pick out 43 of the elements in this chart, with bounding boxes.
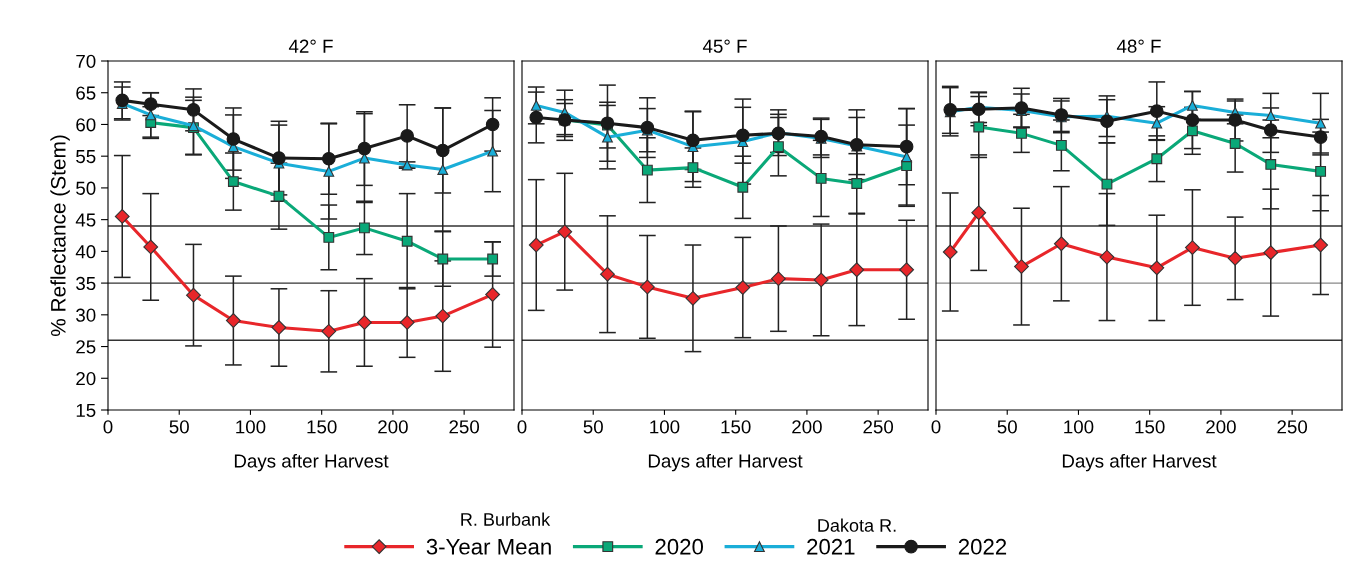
x-tick-label: 100: [236, 420, 266, 434]
x-tick-label: 100: [650, 420, 680, 434]
y-tick-label: 65: [76, 86, 96, 100]
x-tick-label: 50: [169, 420, 189, 434]
x-tick-label: 200: [792, 420, 822, 434]
chart-title: 42° F: [288, 39, 333, 53]
legend-label: 2022: [958, 538, 1007, 555]
x-tick-label: 50: [583, 420, 603, 434]
x-tick-label: 250: [1277, 420, 1308, 434]
x-tick-label: 0: [931, 420, 941, 434]
y-tick-label: 15: [76, 403, 96, 417]
y-tick-label: 30: [76, 308, 96, 322]
y-tick-label: 70: [76, 54, 96, 68]
x-tick-label: 0: [517, 420, 527, 434]
x-tick-label: 50: [997, 420, 1017, 434]
x-tick-label: 150: [1135, 420, 1165, 434]
y-axis-title: % Reflectance (Stem): [50, 135, 70, 337]
y-tick-label: 60: [76, 118, 96, 132]
y-tick-label: 25: [76, 340, 96, 354]
y-tick-label: 45: [75, 213, 96, 227]
x-tick-label: 150: [721, 420, 751, 434]
x-tick-label: 200: [1206, 420, 1236, 434]
y-tick-label: 55: [76, 150, 96, 164]
chart-title: 48° F: [1116, 39, 1161, 53]
y-tick-label: 50: [76, 181, 96, 195]
legend-label: 2021: [807, 538, 855, 555]
legend-label: 3-Year Mean: [426, 538, 551, 555]
x-tick-label: 250: [449, 420, 480, 434]
x-tick-label: 200: [378, 420, 408, 434]
y-tick-label: 35: [76, 276, 96, 291]
x-tick-label: 150: [307, 420, 337, 434]
x-tick-label: 100: [1064, 420, 1094, 434]
chart-title: 45° F: [702, 39, 747, 53]
x-tick-label: 0: [103, 420, 113, 434]
x-axis-title: Days after Harvest: [648, 453, 803, 472]
x-tick-label: 250: [863, 420, 894, 434]
y-tick-label: 40: [75, 245, 96, 259]
x-axis-title: Days after Harvest: [234, 453, 389, 472]
legend-label: 2020: [655, 538, 704, 555]
text: R. Burbank: [461, 512, 551, 526]
text: Dakota R.: [818, 518, 896, 532]
y-tick-label: 20: [76, 371, 96, 386]
x-axis-title: Days after Harvest: [1062, 453, 1217, 472]
